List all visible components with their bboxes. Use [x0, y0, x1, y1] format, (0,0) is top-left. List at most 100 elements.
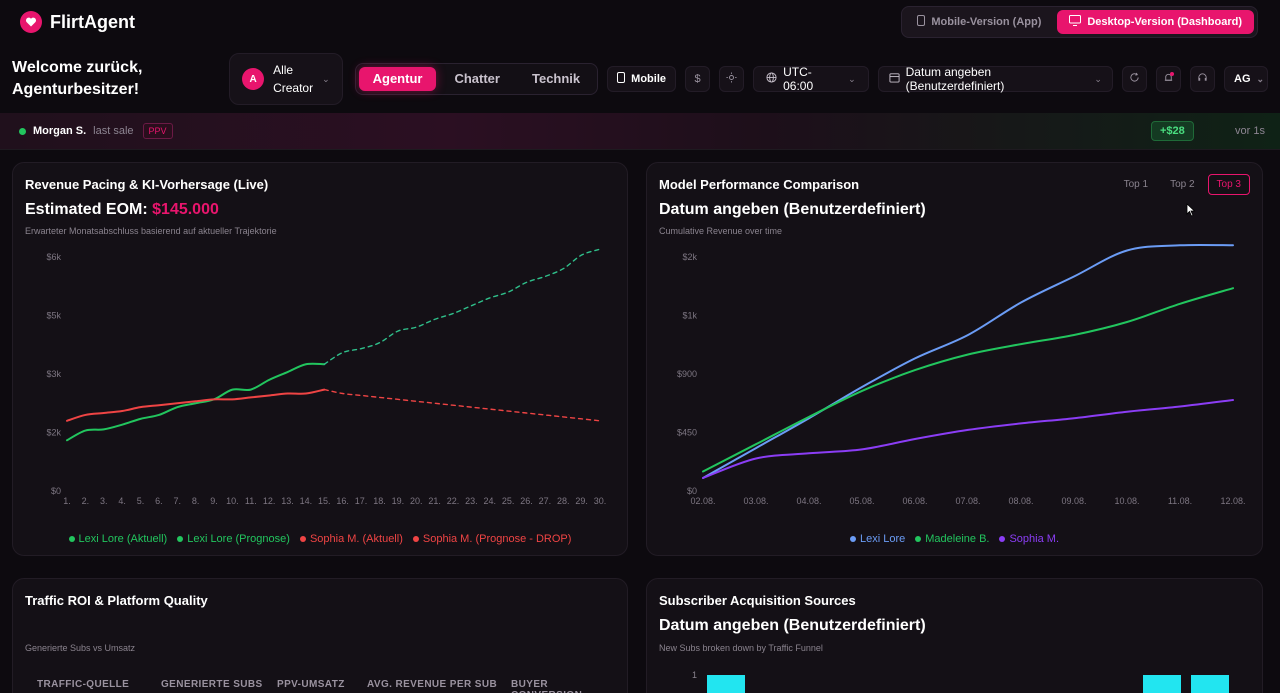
x-tick-label: 07.08. — [955, 496, 980, 506]
currency-button[interactable]: $ — [685, 66, 711, 92]
model-card-subtitle: Cumulative Revenue over time — [659, 226, 783, 236]
legend-item[interactable]: Sophia M. — [999, 533, 1059, 545]
column-header[interactable]: PPV-UMSATZ — [277, 679, 345, 690]
tab-technik[interactable]: Technik — [531, 71, 581, 86]
y-tick-label: 1 — [692, 670, 698, 680]
model-card-range: Datum angeben (Benutzerdefiniert) — [659, 201, 926, 218]
revenue-card-title: Revenue Pacing & KI-Vorhersage (Live) — [25, 177, 269, 192]
legend-item[interactable]: Lexi Lore (Aktuell) — [68, 533, 168, 545]
series-line[interactable] — [66, 362, 326, 442]
legend-item[interactable]: Lexi Lore — [849, 533, 905, 545]
subscriber-bar[interactable] — [1191, 675, 1229, 693]
x-tick-label: 02.08. — [690, 496, 715, 506]
legend-dot — [915, 536, 922, 542]
mobile-version-label: Mobile-Version (App) — [931, 16, 1042, 28]
x-tick-label: 3. — [100, 496, 108, 506]
column-header[interactable]: GENERIERTE SUBS — [161, 679, 263, 690]
timezone-select[interactable]: UTC-06:00 ⌄ — [753, 65, 869, 93]
y-tick-label: $2k — [46, 428, 61, 438]
x-tick-label: 04.08. — [796, 496, 821, 506]
x-tick-label: 9. — [210, 496, 218, 506]
eom-estimate: Estimated EOM: $145.000 — [25, 201, 219, 219]
top-n-toggle: Top 1 Top 2 Top 3 — [1115, 174, 1250, 195]
series-line[interactable] — [323, 248, 601, 365]
support-button[interactable] — [1189, 66, 1215, 92]
x-tick-label: 23. — [465, 496, 478, 506]
timezone-label: UTC-06:00 — [783, 65, 814, 93]
traffic-roi-card: Traffic ROI & Platform Quality Generiert… — [12, 578, 628, 693]
heart-icon — [20, 11, 42, 33]
mouse-cursor-icon — [1186, 203, 1196, 217]
x-tick-label: 15. — [318, 496, 331, 506]
series-line[interactable] — [66, 388, 326, 422]
subscriber-card-range: Datum angeben (Benutzerdefiniert) — [659, 617, 926, 634]
app-logo[interactable]: FlirtAgent — [20, 11, 135, 33]
mobile-preview-button[interactable]: Mobile — [607, 66, 676, 92]
date-range-label: Datum angeben (Benutzerdefiniert) — [905, 65, 1005, 93]
creator-select[interactable]: A Alle Creator ⌄ — [229, 53, 343, 105]
subscriber-bar[interactable] — [1143, 675, 1181, 693]
notifications-button[interactable] — [1155, 66, 1181, 92]
refresh-icon — [1129, 72, 1140, 86]
x-tick-label: 25. — [502, 496, 515, 506]
header: Welcome zurück, Agenturbesitzer! A Alle … — [0, 50, 1280, 108]
x-tick-label: 08.08. — [1008, 496, 1033, 506]
theme-toggle[interactable] — [719, 66, 745, 92]
user-menu[interactable]: AG ⌄ — [1224, 66, 1268, 92]
column-header[interactable]: AVG. REVENUE PER SUB — [367, 679, 498, 690]
mobile-version-button[interactable]: Mobile-Version (App) — [905, 10, 1053, 34]
x-tick-label: 4. — [118, 496, 126, 506]
legend-item[interactable]: Madeleine B. — [915, 533, 989, 545]
calendar-icon — [889, 72, 900, 86]
series-line[interactable] — [702, 399, 1234, 479]
chevron-down-icon: ⌄ — [848, 73, 856, 84]
legend-item[interactable]: Sophia M. (Prognose - DROP) — [412, 533, 572, 545]
y-tick-label: $2k — [682, 252, 697, 262]
ticker-time: vor 1s — [1235, 125, 1265, 137]
series-line[interactable] — [702, 287, 1234, 473]
tab-chatter[interactable]: Chatter — [454, 71, 500, 86]
x-tick-label: 18. — [373, 496, 386, 506]
desktop-version-button[interactable]: Desktop-Version (Dashboard) — [1057, 10, 1254, 34]
tab-agentur[interactable]: Agentur — [358, 67, 437, 91]
x-tick-label: 30. — [594, 496, 607, 506]
legend-label: Lexi Lore (Aktuell) — [78, 533, 168, 545]
top-3-button[interactable]: Top 3 — [1207, 174, 1250, 195]
subscriber-bar[interactable] — [707, 675, 745, 693]
y-tick-label: $0 — [51, 486, 61, 496]
traffic-card-subtitle: Generierte Subs vs Umsatz — [25, 643, 136, 653]
legend-dot — [412, 536, 419, 542]
x-tick-label: 26. — [520, 496, 533, 506]
ticker-amount: +$28 — [1151, 121, 1194, 141]
mobile-preview-label: Mobile — [631, 73, 666, 85]
date-range-select[interactable]: Datum angeben (Benutzerdefiniert) ⌄ — [877, 65, 1113, 93]
refresh-button[interactable] — [1121, 66, 1147, 92]
top-2-button[interactable]: Top 2 — [1170, 179, 1195, 190]
x-tick-label: 1. — [63, 496, 71, 506]
legend-label: Sophia M. (Prognose - DROP) — [422, 533, 572, 545]
user-initials: AG — [1234, 73, 1251, 85]
x-tick-label: 10. — [226, 496, 239, 506]
traffic-table-header: TRAFFIC-QUELLE GENERIERTE SUBS PPV-UMSAT… — [25, 679, 621, 693]
x-tick-label: 11. — [245, 496, 257, 506]
series-line[interactable] — [323, 388, 601, 422]
x-tick-label: 16. — [336, 496, 349, 506]
x-tick-label: 22. — [447, 496, 460, 506]
phone-icon — [917, 15, 926, 29]
legend-item[interactable]: Sophia M. (Aktuell) — [299, 533, 403, 545]
series-line[interactable] — [702, 243, 1234, 479]
legend-label: Sophia M. — [1009, 533, 1059, 545]
x-tick-label: 7. — [174, 496, 182, 506]
revenue-card-subtitle: Erwarteter Monatsabschluss basierend auf… — [25, 226, 277, 236]
column-header[interactable]: TRAFFIC-QUELLE — [37, 679, 130, 690]
x-tick-label: 10.08. — [1114, 496, 1139, 506]
column-header[interactable]: BUYER CONVERSION — [511, 679, 582, 693]
x-tick-label: 12. — [263, 496, 276, 506]
notification-dot — [1169, 72, 1174, 76]
model-performance-card: Model Performance Comparison Top 1 Top 2… — [646, 162, 1263, 556]
app-name: FlirtAgent — [50, 11, 135, 32]
model-line-chart: $0 $450 $900 $1k $2k 02.08. 03.08. 04.08. 05.08.… — [677, 243, 1246, 506]
legend-item[interactable]: Lexi Lore (Prognose) — [177, 533, 290, 545]
top-1-button[interactable]: Top 1 — [1123, 179, 1149, 190]
legend-dot — [299, 536, 306, 542]
